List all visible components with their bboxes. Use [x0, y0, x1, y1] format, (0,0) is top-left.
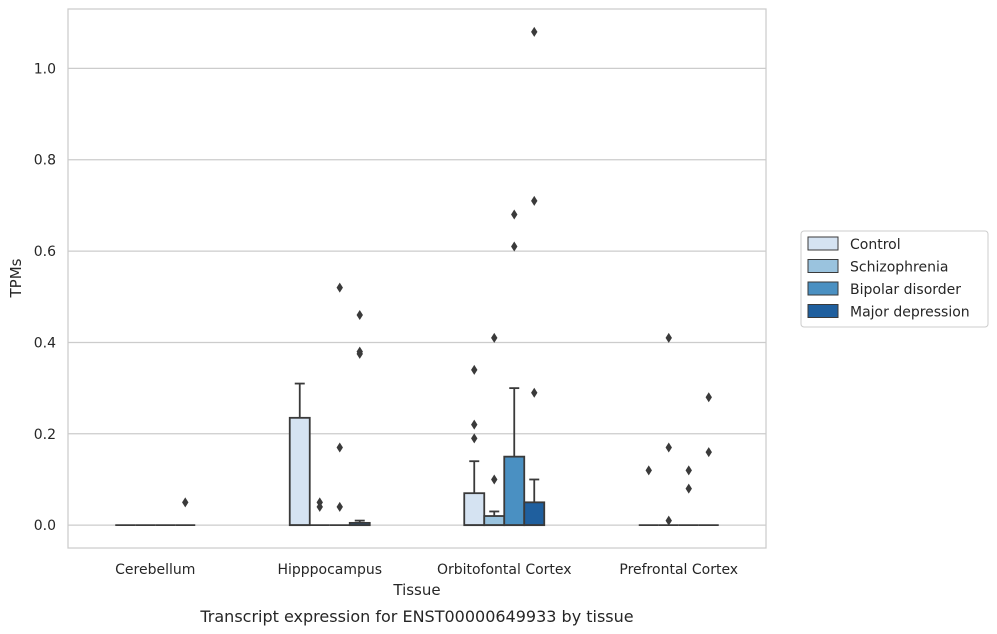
box: [523, 501, 546, 527]
plot-background: [68, 9, 766, 548]
box-group: [658, 332, 679, 527]
y-tick-label: 0.4: [34, 335, 56, 351]
box-group: [678, 465, 699, 527]
x-tick-label: Hipppocampus: [277, 562, 382, 578]
x-axis-label: Tissue: [392, 581, 440, 599]
x-tick-labels: Cerebellum Hipppocampus Orbitofontal Corte…: [115, 562, 738, 578]
outlier-point: [511, 209, 518, 220]
outlier-point: [531, 387, 538, 398]
y-tick-label: 1.0: [34, 61, 56, 77]
outlier-point: [511, 241, 518, 252]
y-tick-label: 0.8: [34, 153, 56, 169]
outlier-point: [356, 310, 363, 321]
outlier-point: [685, 465, 692, 476]
plot-frame: [67, 8, 767, 549]
outlier-point: [182, 497, 189, 508]
outlier-point: [336, 282, 343, 293]
legend: Control Schizophrenia Bipolar disorder Majo…: [800, 230, 989, 328]
y-tick-labels: 0.0 0.2 0.4 0.6 0.8 1.0: [34, 61, 56, 534]
y-tick-label: 0.2: [34, 427, 56, 443]
x-tick-label: Prefrontal Cortex: [619, 562, 738, 578]
outlier-point: [665, 515, 672, 526]
legend-frame: [800, 230, 989, 328]
box: [483, 515, 506, 527]
outlier-point: [471, 419, 478, 430]
outlier-point: [705, 392, 712, 403]
legend-label: Bipolar disorder: [850, 282, 961, 298]
outlier-point: [316, 501, 323, 512]
box-group: [638, 465, 659, 527]
outlier-point: [645, 465, 652, 476]
box-group: [698, 392, 719, 527]
box-group: [523, 26, 546, 527]
box: [463, 492, 486, 527]
outlier-point: [531, 195, 538, 206]
legend-swatch: [807, 304, 839, 318]
x-tick-label: Cerebellum: [115, 562, 195, 578]
outlier-point: [531, 26, 538, 37]
outlier-point: [491, 332, 498, 343]
y-tick-label: 0.6: [34, 244, 56, 260]
outlier-point: [336, 501, 343, 512]
box-marks: [115, 26, 719, 527]
outlier-point: [471, 433, 478, 444]
legend-swatch: [807, 281, 839, 296]
legend-label: Schizophrenia: [850, 260, 948, 276]
box-group: [175, 497, 196, 527]
box-group: [348, 310, 371, 527]
outlier-point: [491, 474, 498, 485]
outlier-point: [471, 364, 478, 375]
outlier-point: [665, 332, 672, 343]
box-group: [463, 364, 486, 527]
box-group: [483, 332, 506, 527]
y-tick-label: 0.0: [34, 518, 56, 534]
box: [288, 416, 311, 527]
outlier-point: [705, 447, 712, 458]
legend-swatch: [807, 259, 839, 273]
chart-caption: Transcript expression for ENST0000064993…: [199, 607, 633, 626]
legend-label: Control: [850, 237, 901, 253]
box-group: [503, 209, 526, 527]
box-group: [329, 282, 350, 527]
box-group: [309, 497, 330, 527]
x-tick-label: Orbitofontal Cortex: [437, 562, 572, 578]
legend-swatch: [807, 236, 839, 251]
box: [503, 455, 526, 527]
outlier-point: [356, 348, 363, 359]
box-group: [288, 382, 311, 527]
outlier-point: [336, 442, 343, 453]
y-axis-label: TPMs: [7, 258, 25, 298]
legend-label: Major depression: [850, 305, 970, 321]
outlier-point: [685, 483, 692, 494]
outlier-point: [665, 442, 672, 453]
